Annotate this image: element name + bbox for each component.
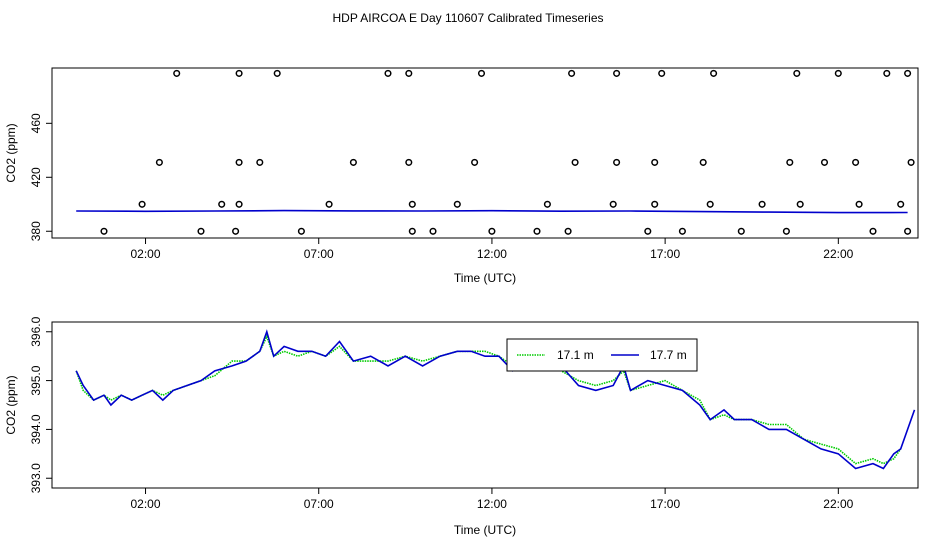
y-tick-label: 460 bbox=[29, 113, 43, 133]
scatter-point bbox=[533, 227, 541, 235]
y-tick-label: 393.0 bbox=[29, 463, 43, 493]
scatter-point bbox=[408, 227, 416, 235]
legend-label-17-7m: 17.7 m bbox=[650, 348, 687, 362]
scatter-point bbox=[796, 200, 804, 208]
scatter-point bbox=[543, 200, 551, 208]
x-tick-label: 07:00 bbox=[304, 497, 334, 511]
scatter-point bbox=[488, 227, 496, 235]
scatter-point bbox=[793, 69, 801, 77]
top-y-axis-label: CO2 (ppm) bbox=[4, 123, 18, 182]
legend-label-17-1m: 17.1 m bbox=[557, 348, 594, 362]
y-tick-label: 380 bbox=[29, 221, 43, 241]
scatter-point bbox=[297, 227, 305, 235]
scatter-point bbox=[782, 227, 790, 235]
scatter-point bbox=[609, 200, 617, 208]
scatter-point bbox=[173, 69, 181, 77]
top-x-axis-label: Time (UTC) bbox=[454, 271, 516, 285]
scatter-point bbox=[644, 227, 652, 235]
x-tick-label: 07:00 bbox=[304, 247, 334, 261]
scatter-point bbox=[564, 227, 572, 235]
scatter-point bbox=[197, 227, 205, 235]
x-tick-label: 02:00 bbox=[131, 497, 161, 511]
scatter-point bbox=[699, 158, 707, 166]
bottom-x-ticks: 02:00 07:00 12:00 17:00 22:00 bbox=[131, 488, 854, 511]
top-series-line bbox=[76, 209, 908, 214]
y-tick-label: 420 bbox=[29, 167, 43, 187]
scatter-point bbox=[710, 69, 718, 77]
x-tick-label: 17:00 bbox=[650, 497, 680, 511]
bottom-panel: 02:00 07:00 12:00 17:00 22:00 393.0 394.0 395.… bbox=[4, 316, 919, 537]
scatter-point bbox=[904, 69, 912, 77]
scatter-point bbox=[869, 227, 877, 235]
x-tick-label: 17:00 bbox=[650, 247, 680, 261]
scatter-point bbox=[235, 200, 243, 208]
scatter-point bbox=[408, 200, 416, 208]
scatter-point bbox=[786, 158, 794, 166]
x-tick-label: 22:00 bbox=[823, 497, 853, 511]
legend: 17.1 m 17.7 m bbox=[506, 338, 698, 372]
scatter-point bbox=[325, 200, 333, 208]
scatter-point bbox=[651, 200, 659, 208]
x-tick-label: 02:00 bbox=[131, 247, 161, 261]
y-tick-label: 396.0 bbox=[29, 316, 43, 346]
bottom-x-axis-label: Time (UTC) bbox=[454, 523, 516, 537]
bottom-y-ticks: 393.0 394.0 395.0 396.0 bbox=[29, 316, 52, 493]
scatter-point bbox=[758, 200, 766, 208]
legend-box bbox=[506, 338, 698, 372]
scatter-point bbox=[256, 158, 264, 166]
scatter-point bbox=[651, 158, 659, 166]
scatter-point bbox=[429, 227, 437, 235]
y-tick-label: 394.0 bbox=[29, 414, 43, 444]
scatter-point bbox=[453, 200, 461, 208]
scatter-point bbox=[737, 227, 745, 235]
x-tick-label: 22:00 bbox=[823, 247, 853, 261]
scatter-point bbox=[218, 200, 226, 208]
scatter-point bbox=[155, 158, 163, 166]
y-tick-label: 395.0 bbox=[29, 365, 43, 395]
scatter-point bbox=[405, 69, 413, 77]
bottom-y-axis-label: CO2 (ppm) bbox=[4, 375, 18, 434]
scatter-point bbox=[613, 69, 621, 77]
scatter-point bbox=[706, 200, 714, 208]
scatter-point bbox=[235, 69, 243, 77]
scatter-point bbox=[904, 227, 912, 235]
top-plot-frame bbox=[51, 67, 919, 239]
top-y-ticks: 380 420 460 bbox=[29, 113, 52, 241]
x-tick-label: 12:00 bbox=[477, 247, 507, 261]
scatter-point bbox=[907, 158, 915, 166]
scatter-point bbox=[471, 158, 479, 166]
scatter-point bbox=[477, 69, 486, 77]
scatter-point bbox=[613, 158, 621, 166]
top-panel: 02:00 07:00 12:00 17:00 22:00 380 420 460 Time… bbox=[4, 67, 919, 285]
scatter-point bbox=[384, 69, 392, 77]
scatter-point bbox=[820, 158, 829, 166]
scatter-point bbox=[405, 158, 413, 166]
scatter-point bbox=[138, 200, 146, 208]
series-17-7m-line bbox=[75, 329, 916, 470]
scatter-point bbox=[678, 227, 686, 235]
scatter-point bbox=[855, 200, 863, 208]
scatter-point bbox=[897, 200, 905, 208]
chart-title: HDP AIRCOA E Day 110607 Calibrated Times… bbox=[332, 11, 603, 25]
scatter-point bbox=[100, 227, 108, 235]
scatter-point bbox=[834, 69, 842, 77]
scatter-point bbox=[349, 158, 357, 166]
scatter-point bbox=[883, 69, 891, 77]
scatter-point bbox=[852, 158, 860, 166]
scatter-point bbox=[235, 158, 243, 166]
top-scatter-points bbox=[100, 69, 915, 235]
x-tick-label: 12:00 bbox=[477, 497, 507, 511]
scatter-point bbox=[568, 69, 576, 77]
scatter-point bbox=[658, 69, 666, 77]
bottom-plot-frame bbox=[51, 321, 919, 489]
scatter-point bbox=[232, 227, 240, 235]
top-x-ticks: 02:00 07:00 12:00 17:00 22:00 bbox=[131, 238, 854, 261]
scatter-point bbox=[273, 69, 281, 77]
scatter-point bbox=[571, 158, 579, 166]
